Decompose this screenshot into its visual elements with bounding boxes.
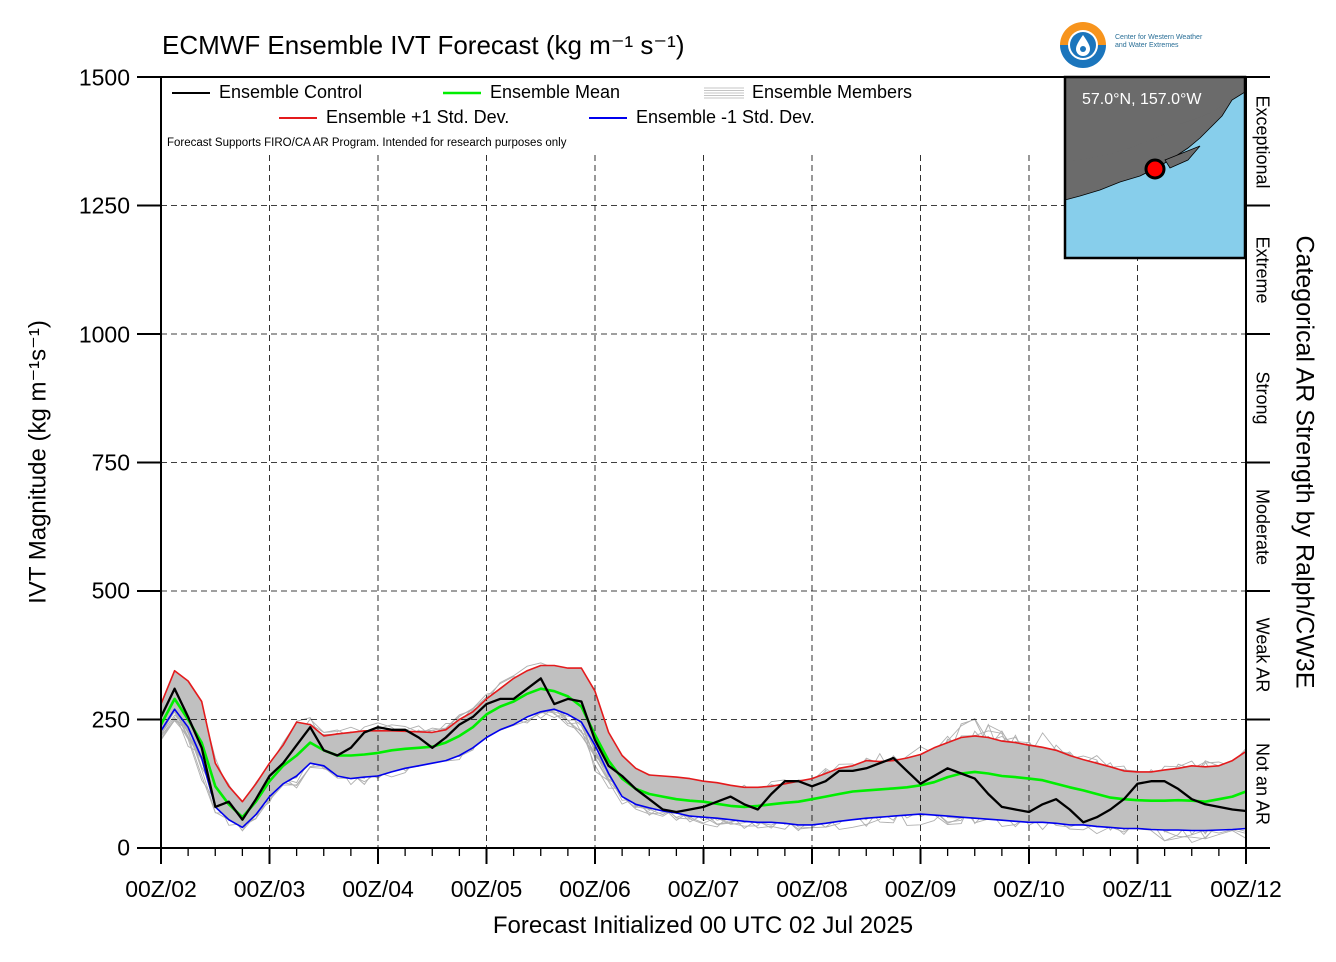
map-land-mainland (1065, 77, 1245, 162)
x-tick-label: 00Z/04 (342, 876, 414, 902)
legend-swatches (172, 87, 744, 119)
category-not-an-ar: Not an AR (1252, 742, 1273, 826)
x-tick-label: 00Z/02 (125, 876, 197, 902)
y-tick-label: 0 (117, 834, 130, 861)
x-tick-label: 00Z/07 (667, 876, 740, 902)
water-drop-icon (1076, 35, 1090, 56)
x-tick-label: 00Z/12 (1210, 876, 1282, 902)
plus-std-line (160, 664, 1247, 803)
logo-text-line1: Center for Western Weather (1115, 34, 1203, 41)
legend-control-label: Ensemble Control (219, 82, 363, 102)
map-location-marker (1144, 158, 1166, 180)
inset-map (1063, 75, 1247, 260)
y-tick-label: 500 (91, 577, 130, 604)
right-axis-label: Categorical AR Strength by Ralph/CW3E (1290, 235, 1319, 689)
disclaimer-note: Forecast Supports FIRO/CA AR Program. In… (167, 137, 567, 149)
y-tick-label: 1000 (78, 321, 130, 348)
map-island (1164, 145, 1201, 169)
category-strong: Strong (1252, 371, 1273, 425)
category-exceptional: Exceptional (1252, 95, 1273, 189)
logo-text: Center for Western Weather and Water Ext… (1115, 34, 1202, 50)
series-lines (159, 664, 1247, 832)
legend-plus-std-label: Ensemble +1 Std. Dev. (326, 107, 510, 127)
legend-minus-std-label: Ensemble -1 Std. Dev. (636, 107, 815, 127)
x-tick-label: 00Z/09 (884, 876, 957, 902)
logo-text-line2: and Water Extremes (1115, 42, 1179, 49)
axes (137, 76, 1270, 864)
legend-mean-label: Ensemble Mean (490, 82, 621, 102)
logo-ring-top (1060, 22, 1106, 45)
y-tick-label: 1250 (78, 192, 130, 219)
x-tick-label: 00Z/10 (993, 876, 1065, 902)
ensemble-spread-band (161, 665, 1246, 831)
x-tick-label: 00Z/08 (776, 876, 848, 902)
x-axis-label: Forecast Initialized 00 UTC 02 Jul 2025 (492, 912, 914, 939)
y-tick-label: 250 (91, 706, 130, 733)
x-tick-label: 00Z/05 (450, 876, 523, 902)
map-frame (1063, 75, 1247, 260)
mean-line (159, 687, 1247, 819)
map-location-label: 57.0°N, 157.0°W (1082, 91, 1202, 108)
category-extreme: Extreme (1252, 236, 1273, 304)
legend-members-label: Ensemble Members (752, 82, 913, 102)
x-tick-label: 00Z/03 (233, 876, 306, 902)
water-drop-inner (1080, 46, 1086, 52)
y-tick-label: 750 (91, 449, 130, 476)
category-moderate: Moderate (1252, 488, 1273, 566)
cw3e-logo (1058, 20, 1108, 70)
y-tick-label: 1500 (78, 64, 130, 91)
x-tick-label: 00Z/11 (1102, 876, 1173, 902)
chart-title: ECMWF Ensemble IVT Forecast (kg m⁻¹ s⁻¹) (162, 30, 685, 60)
logo-ring-bottom (1060, 45, 1106, 68)
control-line (159, 677, 1247, 824)
minus-std-line (160, 708, 1247, 832)
category-weak-ar: Weak AR (1252, 617, 1273, 693)
x-tick-label: 00Z/06 (559, 876, 631, 902)
